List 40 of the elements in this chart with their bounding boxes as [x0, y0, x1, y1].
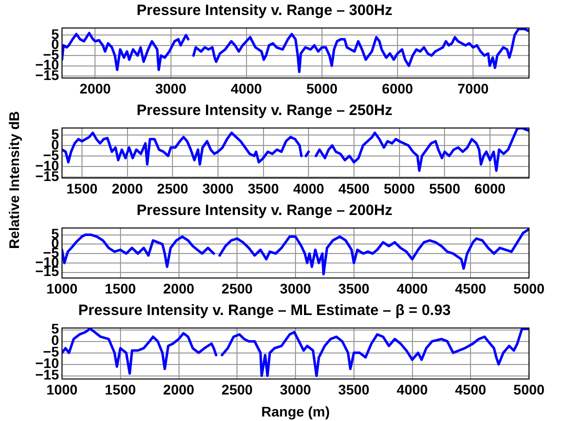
- x-tick-label: 3000: [280, 381, 312, 398]
- x-tick-label: 2000: [163, 280, 195, 296]
- chart-title: Pressure Intensity v. Range – ML Estimate – β = 0.93: [78, 302, 451, 320]
- x-tick-label: 2500: [222, 280, 253, 296]
- x-tick-label: 5500: [429, 180, 460, 196]
- x-tick-label: 3000: [155, 80, 187, 96]
- x-tick-label: 4000: [293, 180, 324, 196]
- x-tick-label: 3500: [338, 381, 370, 398]
- x-tick-label: 6000: [382, 80, 414, 96]
- x-tick-label: 4500: [338, 180, 370, 196]
- x-tick-label: 4000: [396, 381, 428, 398]
- x-tick-label: 4000: [396, 280, 428, 296]
- x-tick-label: 6000: [474, 180, 506, 196]
- x-tick-label: 4500: [455, 280, 486, 296]
- x-tick-label: 1000: [46, 280, 78, 296]
- x-tick-label: 5000: [513, 381, 545, 398]
- x-tick-label: 5000: [513, 280, 545, 296]
- chart-title: Pressure Intensity v. Range – 250Hz: [136, 102, 392, 120]
- x-tick-label: 2500: [157, 180, 188, 196]
- chart-title: Pressure Intensity v. Range – 300Hz: [136, 2, 392, 20]
- x-tick-label: 5000: [306, 80, 338, 96]
- chart-title: Pressure Intensity v. Range – 200Hz: [136, 202, 392, 220]
- x-tick-label: 2000: [112, 180, 144, 196]
- x-tick-label: 4500: [455, 381, 486, 398]
- x-tick-label: 3000: [280, 280, 312, 296]
- x-tick-label: 1500: [104, 381, 136, 398]
- x-tick-label: 1500: [66, 180, 98, 196]
- x-tick-label: 1000: [46, 381, 78, 398]
- x-tick-label: 2000: [80, 80, 112, 96]
- x-tick-label: 3000: [202, 180, 234, 196]
- x-axis-title: Range (m): [261, 403, 330, 420]
- x-tick-label: 2000: [163, 381, 195, 398]
- y-axis-title: Relative Intensity dB: [6, 111, 22, 249]
- x-tick-label: 2500: [222, 381, 253, 398]
- x-tick-label: 3500: [248, 180, 280, 196]
- x-tick-label: 5000: [384, 180, 416, 196]
- x-tick-label: 4000: [230, 80, 262, 96]
- x-tick-label: 3500: [338, 280, 370, 296]
- x-tick-label: 1500: [104, 280, 136, 296]
- x-tick-label: 7000: [458, 80, 489, 96]
